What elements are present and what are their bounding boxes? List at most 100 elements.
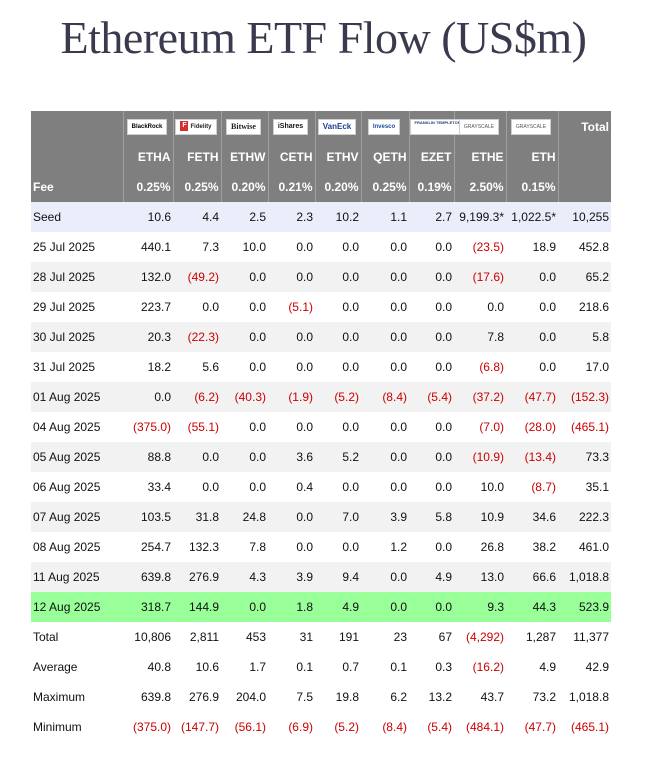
summary-cell: 191 <box>315 622 361 652</box>
flow-cell: 26.8 <box>480 540 504 554</box>
total-cell: 73.3 <box>558 442 611 472</box>
summary-cell: 73.2 <box>506 682 558 712</box>
summary-cell: 19.8 <box>315 682 361 712</box>
flow-cell: 0.0 <box>409 442 454 472</box>
flow-cell: 3.9 <box>268 562 315 592</box>
summary-cell: 42.9 <box>558 652 611 682</box>
summary-cell: (4,292) <box>454 622 506 652</box>
table-row: 06 Aug 2025 33.4 0.0 0.0 0.4 0.0 0.0 0.0 10.0 (8.… <box>31 472 611 502</box>
fee-row: Fee 0.25% 0.25% 0.20% 0.21% 0.20% 0.25% 0.19% 2.… <box>31 172 611 202</box>
flow-cell: 0.0 <box>435 540 452 554</box>
summary-cell: (47.7) <box>506 712 558 742</box>
flow-cell: 2.5 <box>221 202 268 232</box>
flow-cell: 0.0 <box>390 300 407 314</box>
summary-label: Average <box>31 652 123 682</box>
flow-cell: 0.0 <box>409 592 454 622</box>
flow-cell: 0.0 <box>249 420 266 434</box>
flow-cell: (6.8) <box>479 360 504 374</box>
summary-cell: 276.9 <box>173 682 221 712</box>
flow-cell: 0.0 <box>315 322 361 352</box>
flow-cell: 0.0 <box>268 322 315 352</box>
ticker-header: CETH <box>268 142 316 172</box>
flow-cell: 0.0 <box>435 240 452 254</box>
seed-row: Seed 10.6 4.4 2.5 2.3 10.2 1.1 2.7 9,199.3* 1,022… <box>31 202 611 232</box>
summary-cell: (484.1) <box>454 712 506 742</box>
flow-cell: 5.6 <box>202 360 219 374</box>
flow-cell: 254.7 <box>140 540 171 554</box>
flow-cell: 0.0 <box>221 322 268 352</box>
flow-cell: 7.8 <box>249 540 266 554</box>
summary-label: Minimum <box>31 712 123 742</box>
row-label: 06 Aug 2025 <box>33 480 101 494</box>
total-cell: (465.1) <box>570 420 609 434</box>
table-row: 30 Jul 2025 20.3 (22.3) 0.0 0.0 0.0 0.0 0.0 7.8 0… <box>31 322 611 352</box>
flow-cell: 0.0 <box>315 262 361 292</box>
summary-row-minimum: Minimum (375.0) (147.7) (56.1) (6.9) (5.2) (8.… <box>31 712 611 742</box>
row-label: 28 Jul 2025 <box>31 262 123 292</box>
ticker-header: FETH <box>173 142 222 172</box>
flow-cell: 0.0 <box>539 300 556 314</box>
issuer-logo: iShares <box>272 118 309 135</box>
flow-cell: 4.9 <box>315 592 361 622</box>
flow-cell: 132.3 <box>188 540 219 554</box>
flow-cell: 0.0 <box>268 262 315 292</box>
table-row: 01 Aug 2025 0.0 (6.2) (40.3) (1.9) (5.2) (8.4)… <box>31 382 611 412</box>
issuer-logo-cell: GRAYSCALE <box>454 111 507 142</box>
total-cell: 452.8 <box>578 240 609 254</box>
issuer-logo-cell: F Fidelity <box>173 111 222 142</box>
total-header: Total <box>558 111 611 142</box>
issuer-logo: F Fidelity <box>175 118 217 135</box>
total-cell: 523.9 <box>558 592 611 622</box>
summary-row-maximum: Maximum 639.8 276.9 204.0 7.5 19.8 6.2 13.2 43.7… <box>31 682 611 712</box>
flow-cell: (375.0) <box>132 420 171 434</box>
fee-cell: 0.25% <box>173 172 222 202</box>
corner-cell <box>31 111 124 142</box>
row-label: Seed <box>31 202 123 232</box>
flow-cell: 9,199.3* <box>454 202 506 232</box>
row-label: 29 Jul 2025 <box>33 300 96 314</box>
row-label: 04 Aug 2025 <box>33 420 101 434</box>
summary-label: Maximum <box>31 682 123 712</box>
flow-cell: 7.3 <box>202 240 219 254</box>
issuer-logo-cell: VanEck <box>315 111 362 142</box>
total-cell: 461.0 <box>578 540 609 554</box>
row-label: 01 Aug 2025 <box>31 382 123 412</box>
ticker-header: ETH <box>506 142 559 172</box>
flow-cell: 10.2 <box>315 202 361 232</box>
flow-cell: 20.3 <box>123 322 173 352</box>
flow-cell: (8.4) <box>361 382 409 412</box>
table-row: 11 Aug 2025 639.8 276.9 4.3 3.9 9.4 0.0 4.9 13.0… <box>31 562 611 592</box>
flow-cell: 0.0 <box>296 240 313 254</box>
flow-cell: (8.7) <box>531 480 556 494</box>
fee-cell: 0.25% <box>361 172 410 202</box>
row-label: 11 Aug 2025 <box>31 562 123 592</box>
flow-cell: (28.0) <box>524 420 556 434</box>
fee-cell: 0.25% <box>123 172 174 202</box>
summary-cell: 4.9 <box>506 652 558 682</box>
flow-cell: 10.0 <box>242 240 266 254</box>
total-cell: 222.3 <box>558 502 611 532</box>
summary-cell: 31 <box>268 622 315 652</box>
flow-cell: (7.0) <box>479 420 504 434</box>
fee-label: Fee <box>31 172 124 202</box>
flow-cell: (55.1) <box>187 420 219 434</box>
flow-cell: 0.0 <box>342 540 359 554</box>
ticker-header: ETHW <box>221 142 269 172</box>
issuer-logo-cell: Bitwise <box>221 111 269 142</box>
flow-cell: 24.8 <box>221 502 268 532</box>
flow-cell: 9.3 <box>454 592 506 622</box>
flow-cell: 276.9 <box>173 562 221 592</box>
summary-cell: (56.1) <box>221 712 268 742</box>
flow-cell: 10.0 <box>480 480 504 494</box>
summary-cell: 1,018.8 <box>558 682 611 712</box>
summary-cell: 1.7 <box>221 652 268 682</box>
summary-cell: (5.2) <box>315 712 361 742</box>
flow-cell: 10.9 <box>454 502 506 532</box>
flow-cell: 0.0 <box>539 360 556 374</box>
summary-cell: 639.8 <box>123 682 173 712</box>
flow-cell: 2.7 <box>409 202 454 232</box>
ticker-header: ETHV <box>315 142 362 172</box>
flow-cell: 0.0 <box>390 360 407 374</box>
summary-cell: 0.1 <box>361 652 409 682</box>
flow-cell: (37.2) <box>454 382 506 412</box>
